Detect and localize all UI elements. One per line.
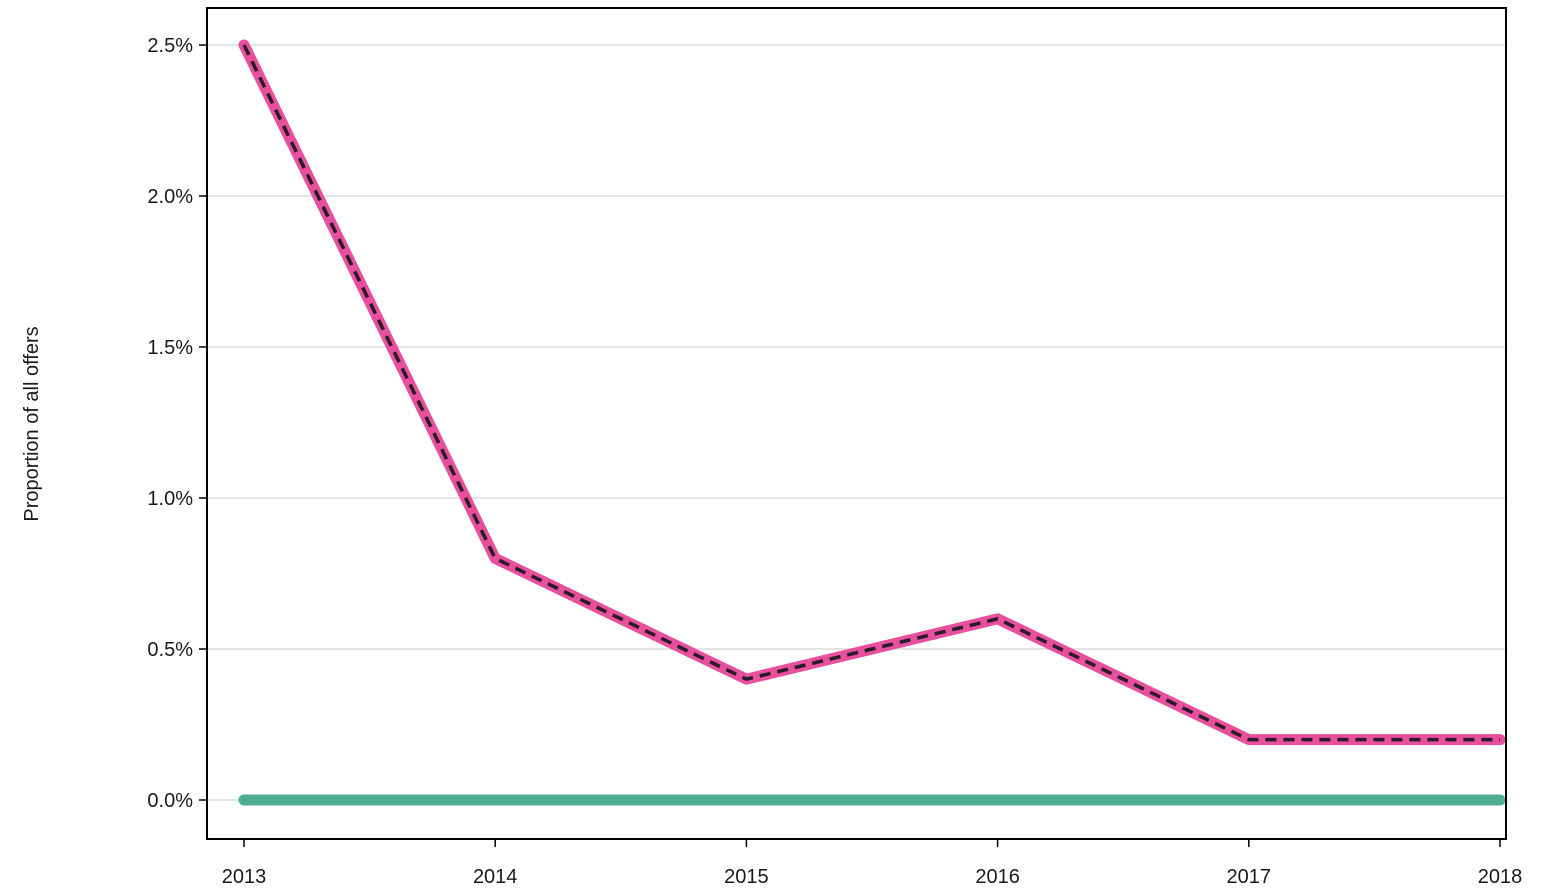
x-tick-label: 2015 xyxy=(724,866,769,888)
plot-frame xyxy=(206,7,1507,840)
series-lines xyxy=(238,39,1506,806)
y-axis: 0.0% 0.5% 1.0% 1.5% 2.0% 2.5% xyxy=(147,35,207,812)
series-0-line xyxy=(238,39,1506,746)
y-tick-label: 0.5% xyxy=(147,639,193,661)
x-tick-label: 2018 xyxy=(1478,866,1523,888)
x-axis: 2013 2014 2015 2016 2017 2018 xyxy=(222,839,1523,888)
y-tick-label: 1.0% xyxy=(147,488,193,510)
gridlines xyxy=(207,44,1506,801)
y-axis-title: Proportion of all offers xyxy=(21,326,43,521)
x-tick-label: 2013 xyxy=(222,866,267,888)
series-0-dashed-overlay xyxy=(242,44,1500,742)
y-tick-label: 1.5% xyxy=(147,337,193,359)
x-tick-label: 2014 xyxy=(473,866,518,888)
x-tick-label: 2017 xyxy=(1227,866,1272,888)
y-tick-label: 2.5% xyxy=(147,35,193,57)
y-tick-label: 0.0% xyxy=(147,790,193,812)
x-tick-label: 2016 xyxy=(975,866,1020,888)
y-tick-label: 2.0% xyxy=(147,186,193,208)
